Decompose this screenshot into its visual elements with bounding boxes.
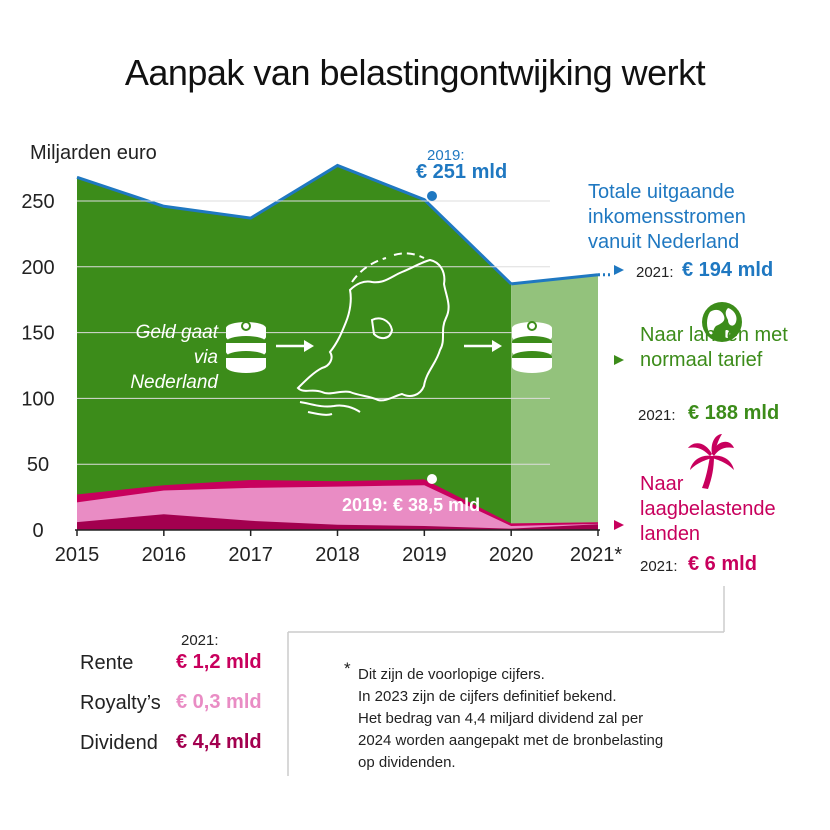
legend-value-royalties: € 0,3 mld	[176, 691, 262, 713]
arrow-right-icon	[464, 340, 502, 352]
arrow-right-icon	[614, 520, 624, 530]
netherlands-map-icon	[296, 252, 450, 416]
footnote-line: Het bedrag van 4,4 miljard dividend zal …	[358, 710, 644, 727]
x-tick-label: 2016	[142, 544, 187, 566]
normal-title: Naar landen met normaal tarief	[640, 324, 788, 371]
legend-label-royalties: Royalty’s	[80, 692, 161, 714]
total-title: Totale uitgaande inkomensstromen vanuit …	[588, 181, 746, 253]
coins-stack-icon	[512, 321, 552, 373]
x-tick-label: 2019	[402, 544, 447, 566]
footnote-line: 2024 worden aangepakt met de bronbelasti…	[358, 732, 664, 749]
total-2021-value: € 194 mld	[682, 259, 774, 281]
legend-header: 2021:	[181, 632, 219, 649]
total-2019-marker	[427, 191, 437, 201]
footnote-line: Dit zijn de voorlopige cijfers.	[358, 666, 545, 683]
footnote-star: *	[344, 659, 351, 678]
arrow-right-icon	[614, 265, 624, 275]
chart-axes: 2015 2016 2017 2018 2019 2020 2021* 0 50 100 150 20…	[21, 191, 622, 566]
y-tick-label: 150	[21, 323, 54, 345]
normal-tariff-area	[77, 165, 512, 530]
x-tick-label: 2021*	[570, 544, 622, 566]
y-axis-label: Miljarden euro	[30, 142, 157, 164]
arrow-right-icon	[614, 355, 624, 365]
chart-areas	[76, 163, 612, 530]
arrow-right-icon	[276, 340, 314, 352]
chart-overlay	[226, 191, 742, 776]
y-tick-label: 100	[21, 388, 54, 410]
dividend-area	[77, 514, 598, 530]
footnote-line: In 2023 zijn de cijfers definitief beken…	[358, 688, 617, 705]
y-tick-label: 50	[27, 454, 49, 476]
coins-stack-icon	[226, 321, 266, 373]
total-2019-year: 2019:	[427, 147, 465, 164]
total-line-provisional	[511, 273, 599, 286]
palm-tree-icon	[688, 434, 734, 489]
low-2021-value: € 6 mld	[688, 553, 757, 575]
x-tick-label: 2015	[55, 544, 100, 566]
normal-2021-year: 2021:	[638, 407, 676, 424]
low-title: Naar laagbelastende landen	[640, 473, 776, 545]
normal-tariff-area-provisional	[511, 274, 598, 530]
legend-value-dividend: € 4,4 mld	[176, 731, 262, 753]
footnote-line: op dividenden.	[358, 754, 456, 771]
y-tick-label: 250	[21, 191, 54, 213]
x-tick-label: 2020	[489, 544, 534, 566]
low-2019-marker	[427, 474, 437, 484]
page-title: Aanpak van belastingontwijking werkt	[124, 52, 706, 93]
x-tick-label: 2017	[228, 544, 273, 566]
total-2021-year: 2021:	[636, 264, 674, 281]
normal-2021-value: € 188 mld	[688, 402, 780, 424]
globe-icon	[702, 302, 742, 342]
legend-value-rente: € 1,2 mld	[176, 651, 262, 673]
y-tick-label: 0	[32, 520, 43, 542]
footnote: Dit zijn de voorlopige cijfers. In 2023 …	[358, 664, 663, 774]
y-tick-label: 200	[21, 257, 54, 279]
low-2019-label: 2019: € 38,5 mld	[342, 495, 481, 515]
total-2019-value: € 251 mld	[416, 161, 508, 183]
legend-label-dividend: Dividend	[80, 732, 158, 754]
low-2021-year: 2021:	[640, 558, 678, 575]
flow-text: Geld gaat via Nederland	[130, 322, 218, 393]
legend-label-rente: Rente	[80, 652, 134, 674]
x-tick-label: 2018	[315, 544, 360, 566]
